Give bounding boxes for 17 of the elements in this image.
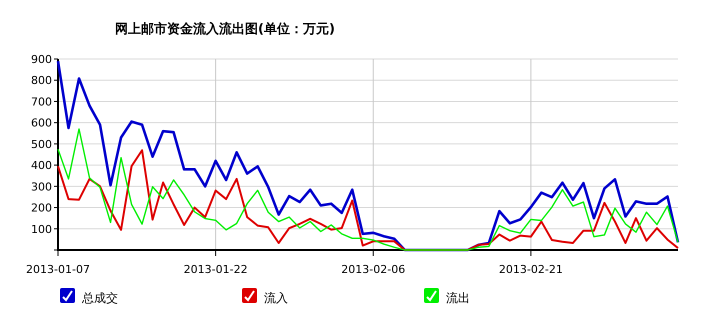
y-tick-label: 900: [31, 53, 52, 66]
x-tick-label: 2013-01-07: [26, 263, 90, 276]
y-tick-label: 300: [31, 180, 52, 194]
x-tick-label: 2013-02-06: [341, 263, 406, 276]
y-tick-label: 400: [31, 159, 52, 172]
x-tick-label: 2013-01-22: [184, 263, 248, 276]
y-tick-label: 800: [31, 74, 52, 88]
legend-label: 流入: [264, 291, 288, 305]
y-tick-label: 100: [31, 222, 52, 236]
legend-label: 流出: [446, 291, 470, 305]
y-tick-label: 200: [31, 202, 52, 215]
chart-title: 网上邮市资金流入流出图(单位：万元): [115, 21, 335, 37]
x-tick-label: 2013-02-21: [498, 263, 563, 276]
legend-label: 总成交: [81, 291, 118, 305]
y-tick-label: 700: [31, 95, 52, 108]
y-tick-label: 500: [31, 138, 52, 151]
y-tick-label: 600: [31, 116, 52, 130]
